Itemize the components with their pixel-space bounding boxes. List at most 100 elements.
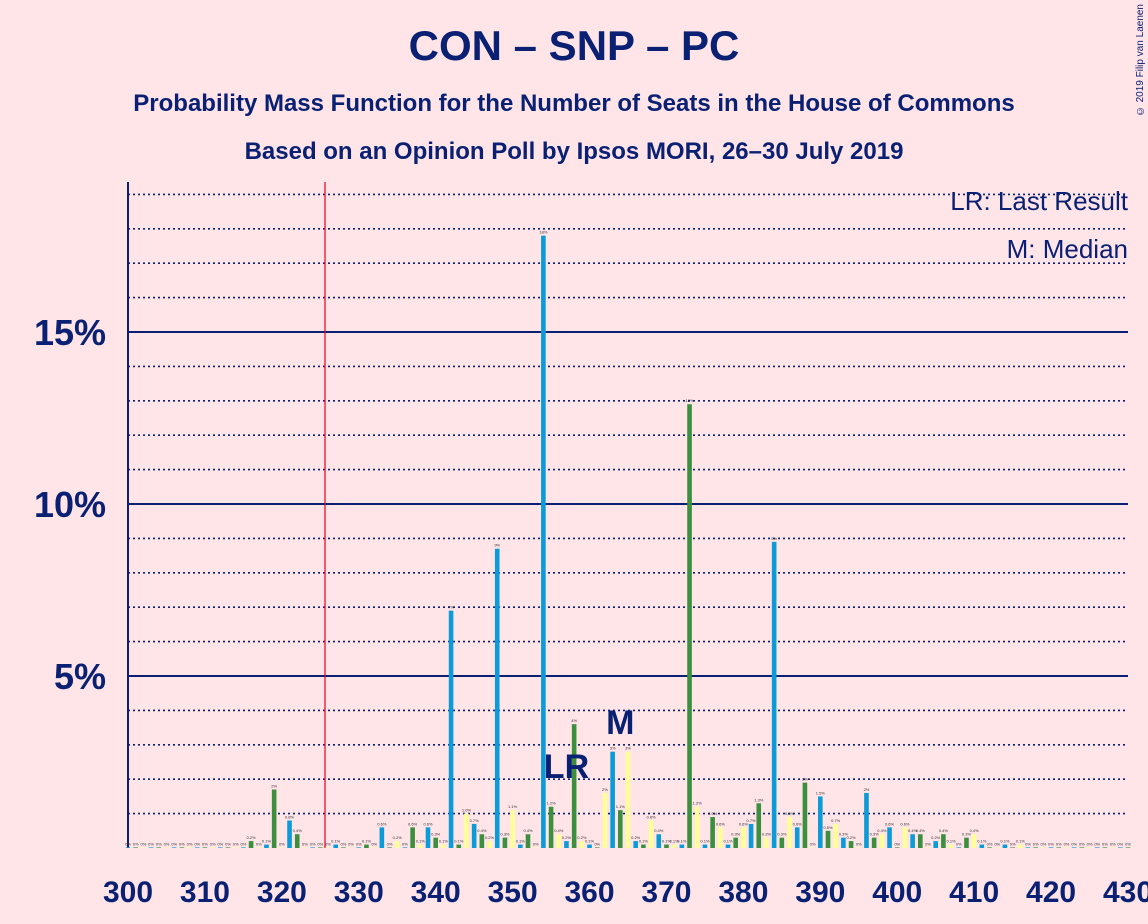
bar-seat-317: [256, 847, 262, 848]
bar-seat-422: [1064, 847, 1069, 848]
bar-seat-310: [202, 847, 208, 848]
bar-seat-359: [579, 841, 585, 848]
bar-seat-345: [471, 823, 477, 848]
bar-seat-301: [133, 847, 138, 848]
bar-value-label: 0%: [356, 841, 362, 846]
bar-seat-386: [787, 817, 792, 848]
bar-seat-417: [1025, 847, 1031, 848]
bar-seat-376: [710, 817, 715, 848]
bar-seat-340: [433, 837, 438, 848]
bar-seat-361: [594, 847, 600, 848]
bar-seat-302: [141, 847, 146, 848]
bar-value-label: 0.2%: [485, 835, 495, 840]
bar-seat-381: [748, 823, 754, 848]
bar-value-label: 0.1%: [516, 839, 526, 844]
bar-seat-355: [548, 806, 554, 848]
bar-value-label: 0%: [256, 841, 262, 846]
median-marker: M: [606, 704, 634, 742]
bar-value-label: 0%: [925, 841, 931, 846]
bar-seat-319: [271, 789, 277, 848]
x-tick-label: 390: [795, 876, 845, 909]
bar-value-label: 0%: [1056, 841, 1062, 846]
bar-seat-379: [733, 837, 738, 848]
bar-seat-370: [664, 844, 669, 848]
bar-value-label: 0%: [1033, 841, 1039, 846]
bar-value-label: 0.6%: [793, 821, 803, 826]
bar-value-label: 0.1%: [662, 839, 672, 844]
bar-value-label: 0%: [1094, 841, 1100, 846]
bar-value-label: 0.1%: [670, 839, 680, 844]
bar-seat-350: [510, 810, 515, 848]
bar-value-label: 2%: [802, 777, 808, 782]
bar-value-label: 9%: [771, 536, 777, 541]
bar-value-label: 0%: [225, 841, 231, 846]
legend-last-result: LR: Last Result: [950, 186, 1129, 216]
bar-seat-378: [725, 844, 731, 848]
bar-seat-374: [694, 806, 700, 848]
bar-seat-410: [971, 834, 977, 848]
bar-seat-327: [333, 844, 338, 848]
bar-seat-362: [602, 792, 608, 848]
bar-seat-358: [571, 724, 577, 848]
bar-value-label: 0%: [1079, 841, 1085, 846]
bar-seat-326: [325, 847, 331, 848]
bar-seat-348: [494, 548, 500, 848]
bar-seat-384: [771, 541, 777, 848]
bar-seat-341: [441, 844, 446, 848]
bar-value-label: 0.1%: [362, 839, 372, 844]
x-tick-label: 310: [180, 876, 230, 909]
bar-seat-427: [1102, 847, 1108, 848]
bar-seat-394: [848, 841, 854, 848]
bar-value-label: 0%: [1040, 841, 1046, 846]
bar-seat-382: [756, 803, 762, 848]
bar-value-label: 0.1%: [1016, 839, 1026, 844]
bar-value-label: 1.2%: [547, 801, 557, 806]
bar-seat-318: [264, 844, 269, 848]
bar-value-label: 0.8%: [285, 814, 295, 819]
bar-value-label: 2%: [864, 787, 870, 792]
bar-seat-337: [410, 827, 415, 848]
bar-seat-388: [802, 782, 808, 848]
bar-seat-338: [418, 844, 423, 848]
bar-seat-401: [902, 827, 908, 848]
bar-value-label: 0%: [171, 841, 177, 846]
bar-seat-424: [1079, 847, 1085, 848]
bar-value-label: 1.5%: [816, 790, 826, 795]
bar-value-label: 2%: [271, 784, 277, 789]
bar-value-label: 0%: [164, 841, 170, 846]
bar-value-label: 0.7%: [831, 818, 841, 823]
bar-seat-389: [810, 847, 815, 848]
bar-seat-397: [871, 837, 877, 848]
bar-value-label: 0%: [594, 841, 600, 846]
bar-value-label: 0.1%: [700, 839, 710, 844]
bar-value-label: 2%: [602, 787, 608, 792]
bar-seat-387: [794, 827, 800, 848]
bar-value-label: 0%: [387, 841, 393, 846]
x-tick-label: 420: [1026, 876, 1076, 909]
bar-value-label: 0%: [348, 841, 354, 846]
bar-seat-354: [541, 235, 546, 848]
bar-value-label: 0%: [194, 841, 200, 846]
bar-seat-377: [718, 827, 723, 848]
bar-seat-396: [864, 792, 869, 848]
bar-seat-393: [841, 837, 846, 848]
bar-value-label: 0.1%: [723, 839, 733, 844]
bar-seat-332: [371, 847, 377, 848]
bar-seat-325: [318, 847, 323, 848]
bar-value-label: 0.6%: [408, 821, 418, 826]
y-tick-label: 15%: [34, 312, 106, 353]
bar-seat-380: [741, 827, 746, 848]
bar-value-label: 0.1%: [262, 839, 272, 844]
bar-seat-420: [1048, 847, 1054, 848]
y-tick-label: 10%: [34, 484, 106, 525]
bar-seat-365: [625, 751, 631, 848]
bar-seat-429: [1118, 847, 1123, 848]
x-tick-label: 400: [872, 876, 922, 909]
x-tick-label: 360: [565, 876, 615, 909]
bar-value-label: 13%: [686, 398, 694, 403]
bar-seat-409: [964, 837, 969, 848]
bar-value-label: 0%: [1117, 841, 1123, 846]
bar-value-label: 0.4%: [654, 828, 664, 833]
bar-seat-415: [1010, 847, 1015, 848]
bar-value-label: 0.1%: [454, 839, 464, 844]
